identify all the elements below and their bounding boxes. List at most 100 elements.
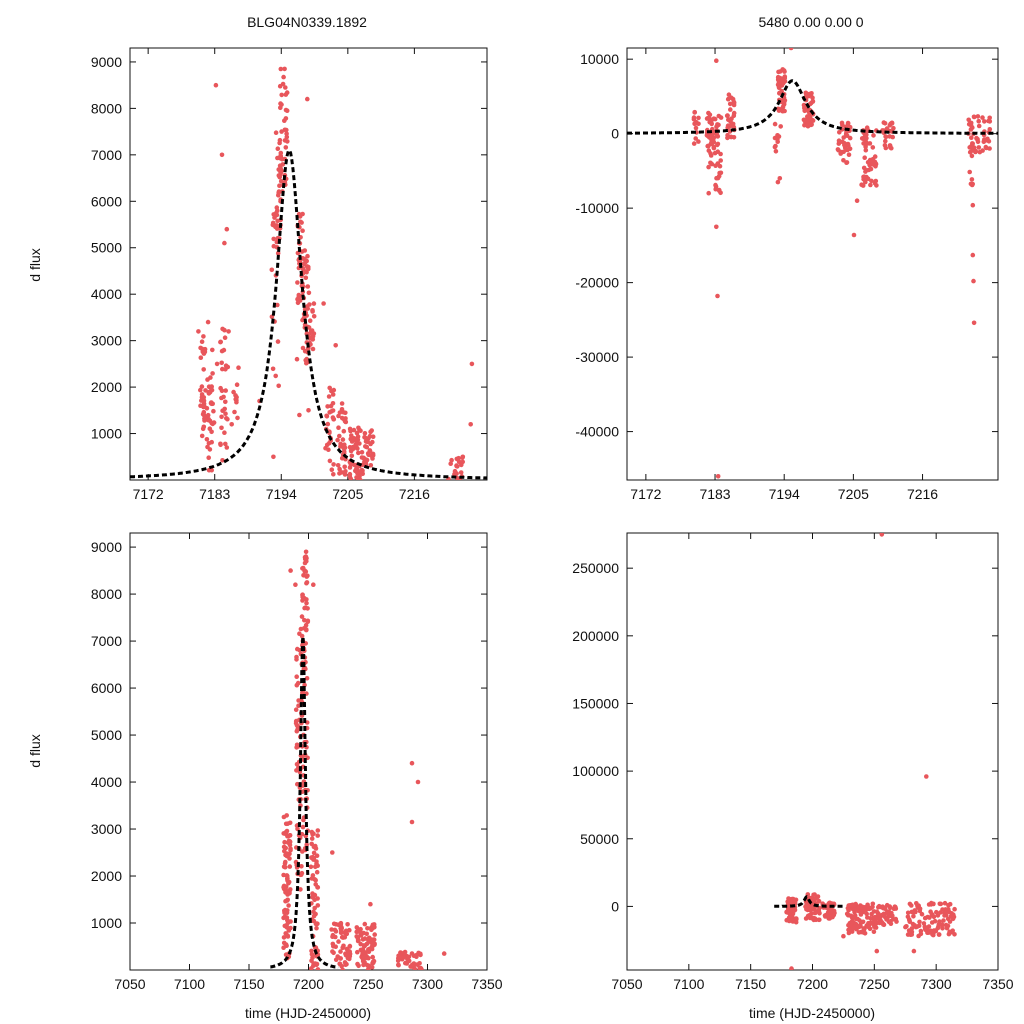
data-point xyxy=(284,898,290,903)
data-point xyxy=(328,403,334,409)
x-tick-label: 7100 xyxy=(673,976,704,992)
data-point xyxy=(941,918,946,923)
data-point xyxy=(709,141,715,146)
chart-title-left: BLG04N0339.1892 xyxy=(247,14,367,30)
data-point xyxy=(314,961,320,967)
axis-ticks: 7050 7100 7150 7200 7250 7300 7350 0 50000 100000… xyxy=(572,533,1014,992)
data-point xyxy=(364,444,370,450)
data-point xyxy=(333,944,339,949)
data-point xyxy=(775,133,780,138)
data-point xyxy=(777,176,783,181)
plot-frame xyxy=(626,47,999,481)
data-point xyxy=(348,476,353,480)
data-point xyxy=(970,252,976,258)
data-point xyxy=(324,413,329,419)
data-point xyxy=(226,329,231,334)
data-point xyxy=(942,900,948,906)
data-point xyxy=(294,722,300,728)
data-point xyxy=(339,470,345,475)
data-point xyxy=(281,935,287,940)
data-point xyxy=(870,145,876,150)
data-point xyxy=(270,220,276,226)
y-tick-label: 7000 xyxy=(91,147,122,163)
data-point xyxy=(842,141,847,146)
data-point xyxy=(924,774,929,779)
data-point xyxy=(468,422,474,427)
data-point xyxy=(862,931,868,936)
data-point xyxy=(863,179,868,185)
x-tick-label: 7216 xyxy=(907,486,938,502)
data-point xyxy=(335,437,340,443)
model-curve xyxy=(270,636,339,969)
data-point xyxy=(275,302,280,308)
data-point xyxy=(983,144,989,150)
data-point xyxy=(336,413,341,419)
y-tick-label: 6000 xyxy=(91,680,122,696)
data-point xyxy=(311,314,317,319)
data-point xyxy=(235,415,240,421)
x-tick-label: 7250 xyxy=(352,976,383,992)
data-points xyxy=(196,66,475,480)
data-point xyxy=(307,318,313,324)
data-point xyxy=(304,358,309,364)
data-point xyxy=(222,406,227,412)
data-point xyxy=(224,226,230,232)
data-point xyxy=(881,120,887,125)
data-point xyxy=(864,911,869,917)
data-point xyxy=(936,932,942,937)
data-point xyxy=(981,139,987,145)
data-point xyxy=(418,951,423,957)
data-point xyxy=(714,58,719,63)
data-point xyxy=(219,152,225,158)
data-point xyxy=(396,962,401,968)
data-point xyxy=(207,426,213,432)
data-point xyxy=(776,85,782,90)
data-point xyxy=(460,454,466,460)
data-point xyxy=(209,439,214,445)
data-point xyxy=(952,906,957,912)
data-point xyxy=(409,819,415,825)
data-point xyxy=(347,927,352,933)
data-point xyxy=(269,267,275,273)
data-point xyxy=(888,921,894,926)
model-curve xyxy=(774,895,844,908)
data-point xyxy=(340,437,346,442)
data-point xyxy=(305,606,310,611)
data-point xyxy=(304,559,309,564)
data-point xyxy=(346,954,352,960)
data-point xyxy=(355,961,360,967)
data-point xyxy=(873,164,878,169)
ylabel-bottom: d flux xyxy=(27,734,43,767)
data-point xyxy=(281,831,287,836)
data-point xyxy=(308,328,314,334)
data-point xyxy=(209,401,214,407)
data-point xyxy=(299,633,305,639)
x-tick-label: 7200 xyxy=(797,976,828,992)
data-point xyxy=(325,421,331,427)
data-point xyxy=(705,115,711,121)
axis-ticks: 7172 7183 7194 7205 7216 -40000 -30000 -20000 -1… xyxy=(575,48,998,502)
data-point xyxy=(336,939,341,944)
data-point xyxy=(696,139,701,144)
panel-top-right: 7172 7183 7194 7205 7216 -40000 -30000 -20000 -1… xyxy=(575,47,999,502)
data-point xyxy=(718,151,723,157)
data-points xyxy=(784,533,957,970)
data-point xyxy=(887,905,893,911)
data-point xyxy=(313,877,319,883)
data-point xyxy=(223,441,228,447)
data-point xyxy=(918,928,924,934)
data-point xyxy=(868,182,873,188)
data-point xyxy=(691,141,697,146)
data-point xyxy=(355,949,360,955)
data-point xyxy=(726,117,731,122)
y-tick-label: 10000 xyxy=(580,51,619,67)
data-point xyxy=(285,821,290,826)
data-point xyxy=(209,420,214,426)
data-point xyxy=(406,954,412,960)
data-point xyxy=(296,703,301,708)
data-point xyxy=(782,75,787,80)
data-point xyxy=(327,458,333,464)
data-point xyxy=(884,902,890,908)
data-point xyxy=(304,304,310,309)
